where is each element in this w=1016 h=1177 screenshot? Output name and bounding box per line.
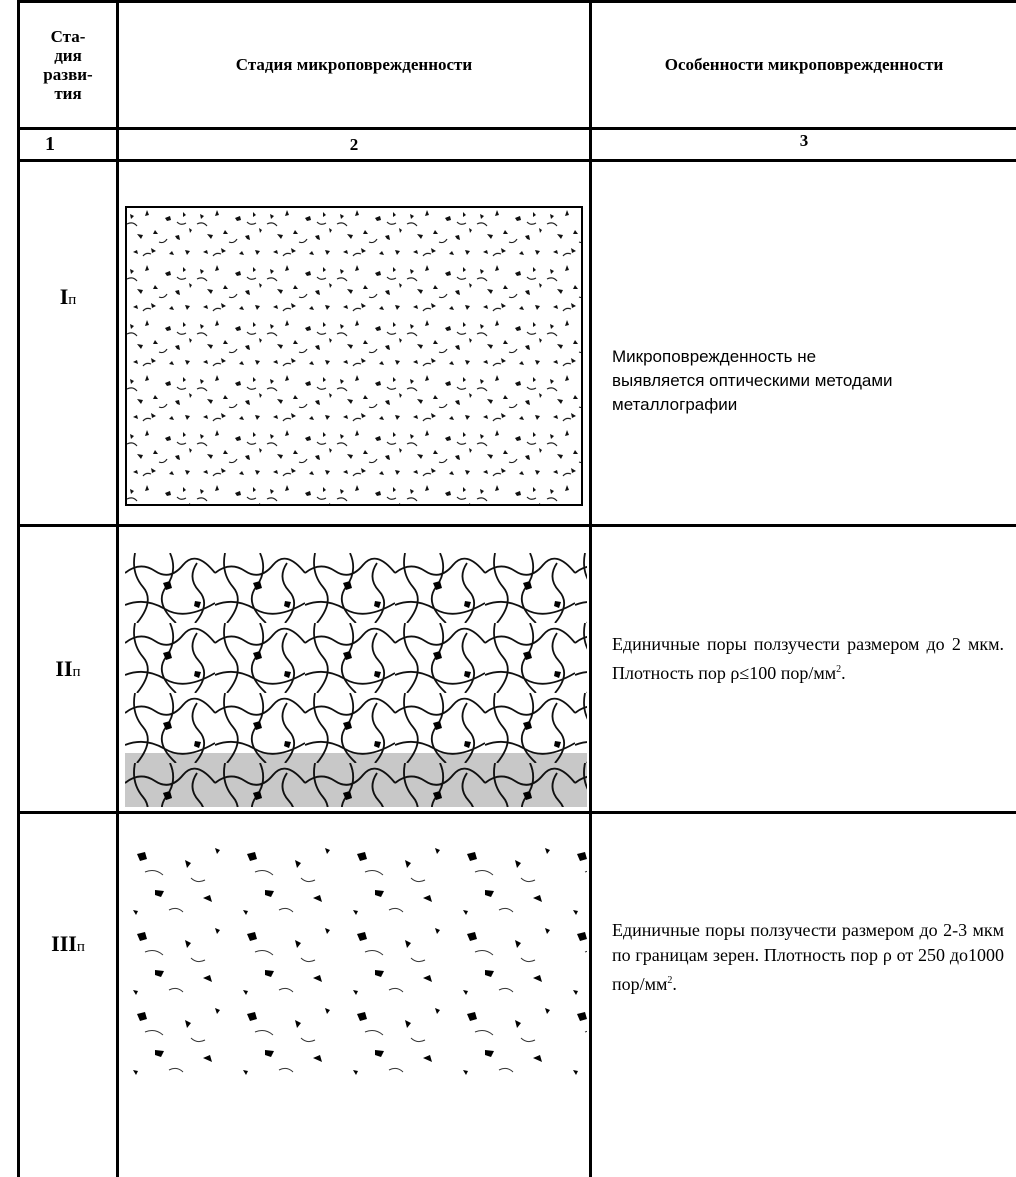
superscript: 2 xyxy=(836,664,842,675)
description: Единичные поры ползучести размером до 2 … xyxy=(612,632,1004,686)
superscript: 2 xyxy=(667,975,673,986)
description-end: . xyxy=(841,663,846,683)
stage-cell: IIп xyxy=(20,527,116,811)
stage-label: IIп xyxy=(55,656,80,682)
number-text: 1 xyxy=(45,133,55,155)
border xyxy=(17,0,20,1177)
header-text: Стадия микроповрежденности xyxy=(235,55,473,74)
micrograph xyxy=(125,840,587,1085)
description-end: . xyxy=(672,974,677,994)
stage-cell: Iп xyxy=(20,162,116,432)
numeral: III xyxy=(51,931,77,956)
border xyxy=(589,0,592,1177)
suffix: п xyxy=(68,292,77,308)
micrograph xyxy=(125,206,583,506)
border xyxy=(116,0,119,1177)
border xyxy=(17,811,1016,814)
stage-header: Ста- дия разви- тия xyxy=(43,27,92,103)
column-number: 1 xyxy=(20,130,80,159)
header-text: Особенности микроповрежденности xyxy=(664,55,944,74)
border xyxy=(17,159,1016,162)
header-cell: Ста- дия разви- тия xyxy=(20,3,116,127)
number-text: 2 xyxy=(349,134,359,154)
header-cell: Особенности микроповрежденности xyxy=(592,3,1016,127)
description-text: Микроповрежденность не выявляется оптиче… xyxy=(612,347,893,414)
border xyxy=(17,127,1016,130)
suffix: п xyxy=(72,664,81,680)
stage-label: IIIп xyxy=(51,931,85,957)
header-line: тия xyxy=(54,84,82,103)
header-line: разви- xyxy=(43,65,93,84)
border xyxy=(17,0,1016,3)
numeral: I xyxy=(59,284,69,309)
suffix: п xyxy=(76,939,85,955)
header-line: Ста- xyxy=(50,27,86,46)
description: Микроповрежденность не выявляется оптиче… xyxy=(612,345,912,417)
micrograph xyxy=(125,553,587,807)
header-cell: Стадия микроповрежденности xyxy=(119,3,589,127)
header-line: дия xyxy=(54,46,82,65)
border xyxy=(17,524,1016,527)
column-number: 3 xyxy=(592,130,1016,152)
description-text: Единичные поры ползучести размером до 2-… xyxy=(612,920,1004,994)
description: Единичные поры ползучести размером до 2-… xyxy=(612,918,1004,997)
stage-label: Iп xyxy=(60,284,77,310)
column-number: 2 xyxy=(119,130,589,159)
description-text: Единичные поры ползучести размером до 2 … xyxy=(612,634,1004,683)
stage-cell: IIIп xyxy=(20,814,116,1074)
numeral: II xyxy=(55,656,73,681)
number-text: 3 xyxy=(799,131,809,150)
